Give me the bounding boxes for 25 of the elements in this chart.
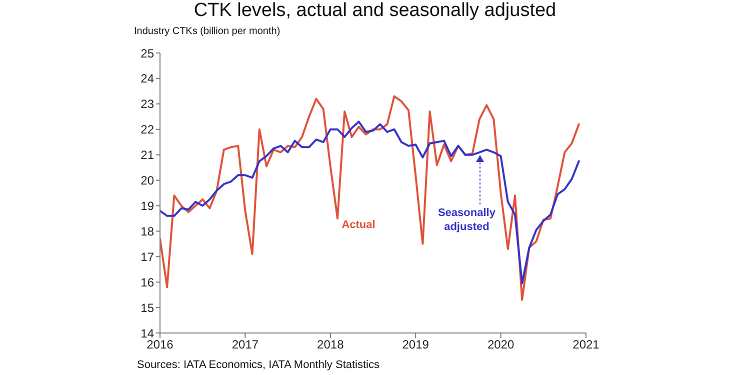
y-tick-label: 18 — [140, 224, 154, 238]
y-tick-label: 21 — [140, 148, 154, 162]
y-tick-label: 17 — [140, 250, 154, 264]
y-tick-label: 25 — [140, 46, 154, 60]
y-tick-label: 20 — [140, 174, 154, 188]
chart-title: CTK levels, actual and seasonally adjusted — [192, 0, 558, 22]
annotation: Seasonally adjusted — [436, 206, 496, 234]
y-tick-label: 22 — [140, 122, 154, 137]
y-tick-label: 15 — [140, 300, 154, 315]
annotation: Actual — [340, 218, 376, 232]
y-tick-label: 14 — [140, 326, 154, 340]
y-axis-title: Industry CTKs (billion per month) — [134, 26, 280, 37]
y-tick-label: 23 — [140, 97, 154, 112]
x-tick-label: 2017 — [232, 338, 259, 352]
x-tick-label: 2018 — [317, 338, 344, 352]
y-tick-label: 19 — [140, 198, 154, 213]
x-tick-label: 2021 — [572, 338, 600, 352]
line-series — [160, 120, 580, 284]
x-tick-label: 2016 — [146, 338, 174, 352]
x-tick-label: 2020 — [487, 338, 514, 352]
y-tick-label: 16 — [140, 275, 154, 290]
line-series — [160, 95, 580, 301]
source-note: Sources: IATA Economics, IATA Monthly Statistics — [137, 359, 380, 371]
x-tick-label: 2019 — [402, 338, 430, 352]
y-tick-label: 24 — [140, 72, 154, 86]
